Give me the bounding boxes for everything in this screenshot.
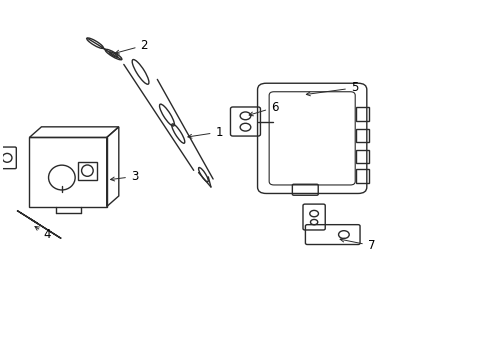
Text: 5: 5 [305, 81, 358, 96]
Text: 1: 1 [187, 126, 223, 139]
Text: 6: 6 [249, 101, 278, 116]
Bar [355, 129, 368, 142]
Bar [355, 150, 368, 163]
Text: 3: 3 [110, 170, 138, 183]
Bar [355, 107, 368, 121]
Bar [78, 162, 96, 180]
Bar [355, 169, 368, 183]
Text: 7: 7 [340, 238, 374, 252]
Text: 4: 4 [35, 226, 51, 242]
Text: 2: 2 [115, 39, 148, 54]
